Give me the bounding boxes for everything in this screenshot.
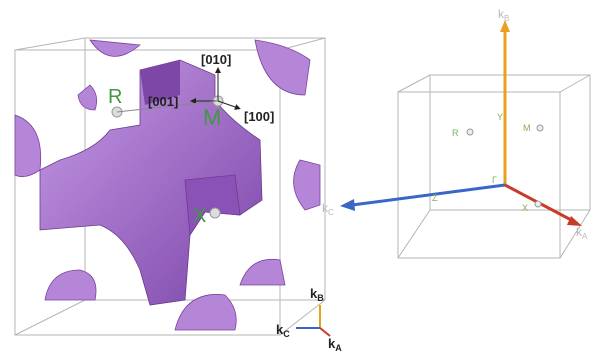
point-label: Y — [497, 112, 503, 122]
direction-label: [100] — [244, 109, 274, 124]
axis-label: kA — [576, 225, 588, 241]
brillouin-zone-cube — [340, 20, 590, 258]
figure: R M X [010] [001] [100] kB kC kA R M X Y… — [0, 0, 611, 353]
point-label: Z — [432, 193, 438, 203]
point-label: X — [193, 205, 206, 227]
direction-label: [001] — [148, 94, 178, 109]
axis-label: kC — [322, 201, 334, 217]
point-label: R — [452, 128, 459, 138]
axis-label: kC — [276, 322, 290, 339]
axis-label: kA — [328, 336, 342, 353]
point-label: X — [522, 203, 528, 213]
axis-label: kB — [310, 286, 324, 303]
point-label: Γ — [492, 175, 497, 185]
point-label: M — [203, 105, 221, 130]
axis-label: kB — [498, 7, 509, 23]
point-label: M — [523, 123, 531, 133]
point-label: R — [108, 86, 122, 108]
direction-label: [010] — [201, 52, 231, 67]
fermi-surface-cube — [15, 38, 330, 336]
